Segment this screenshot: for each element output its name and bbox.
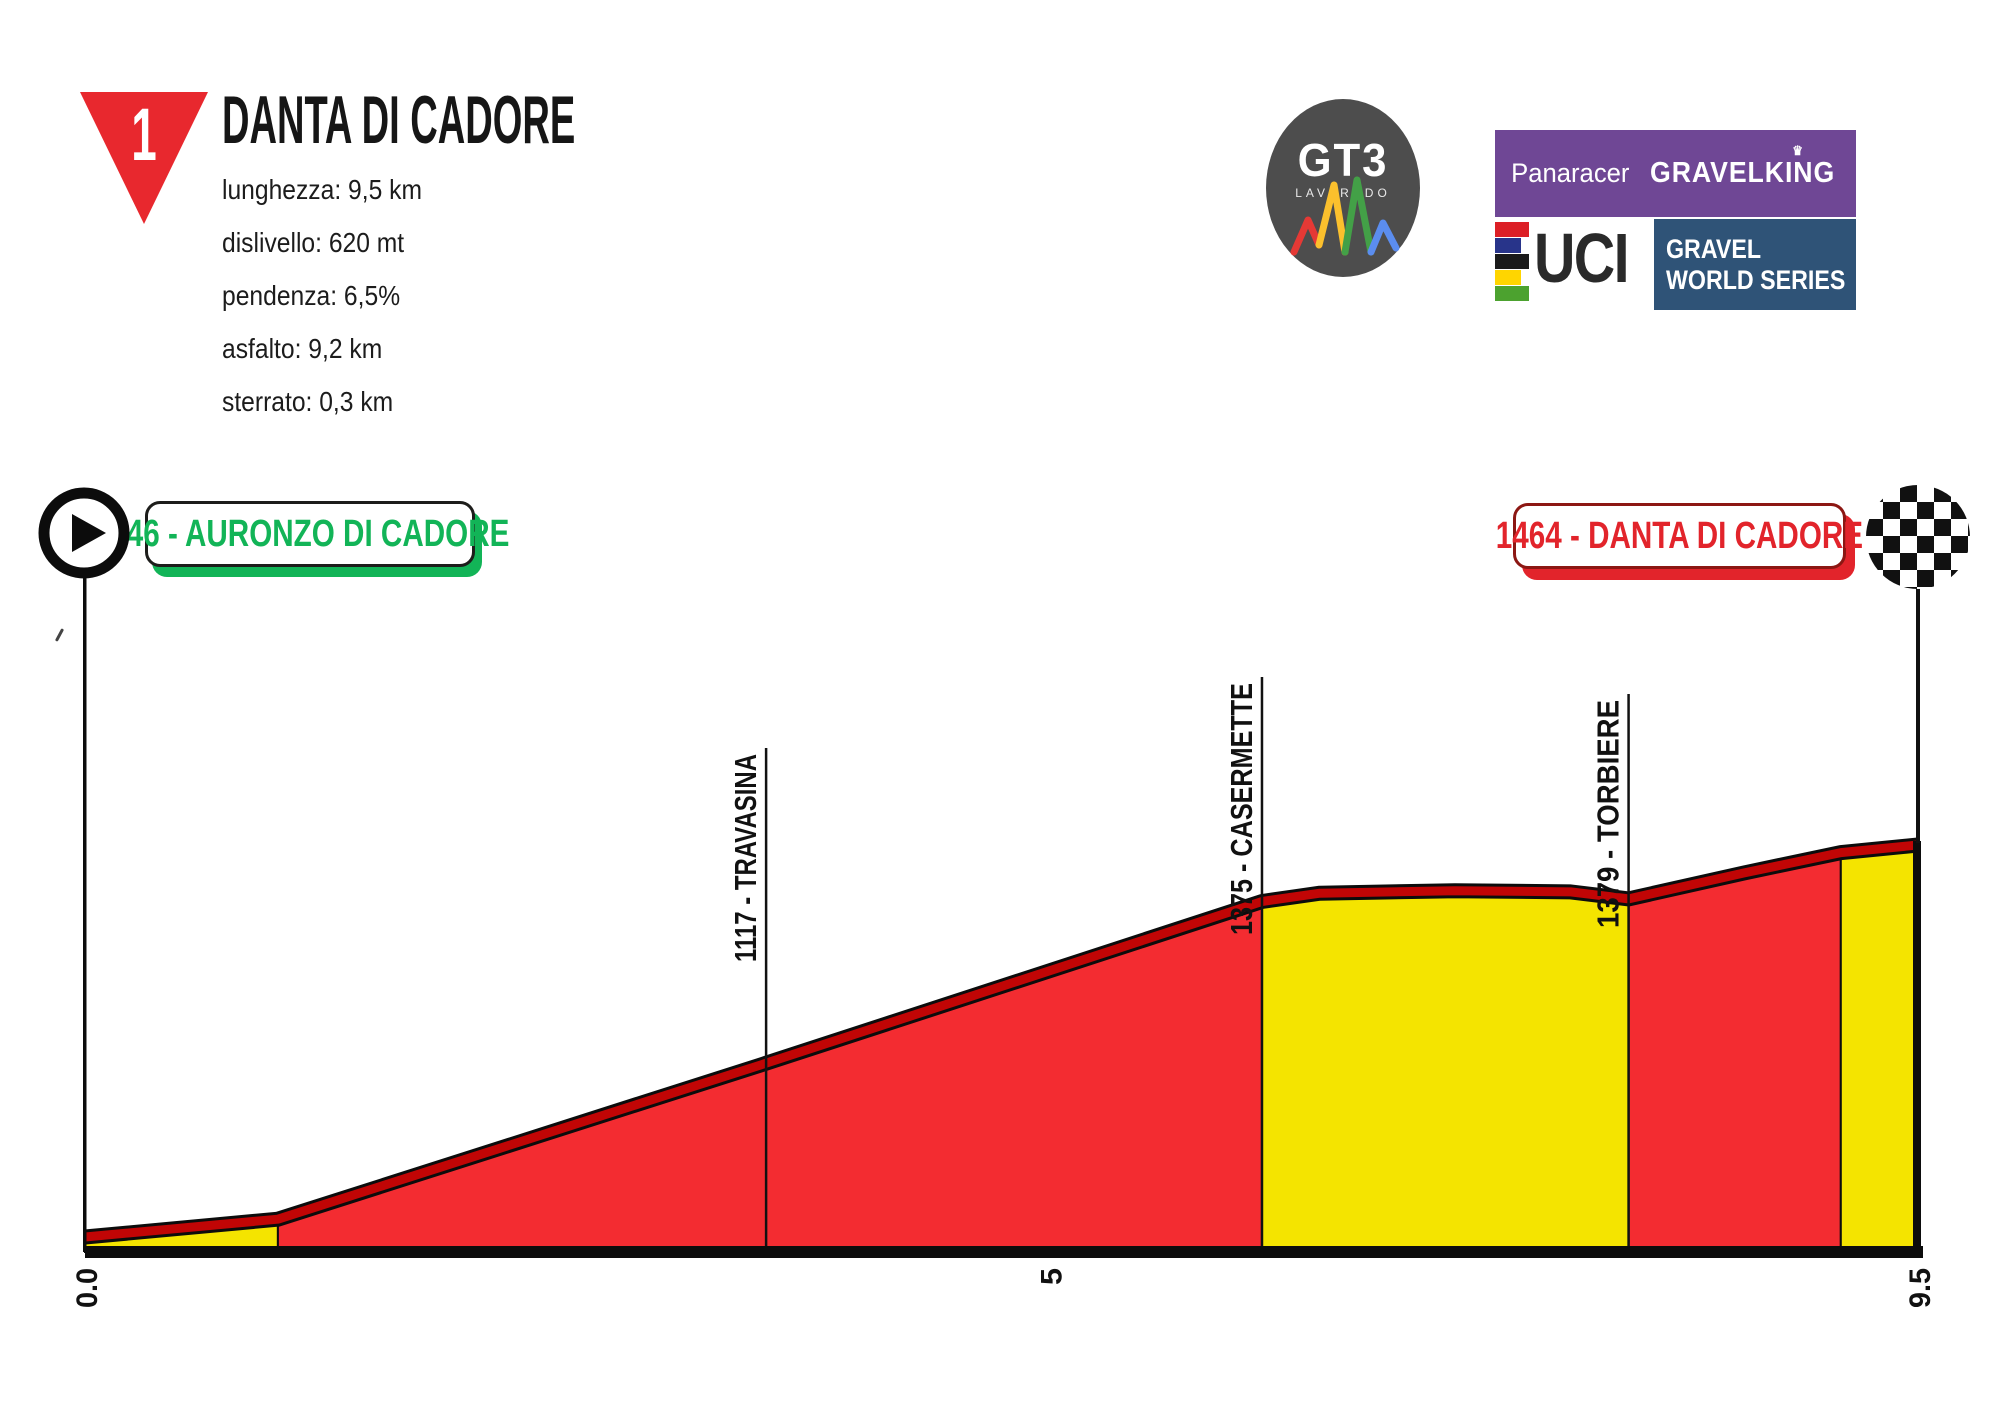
surface-segment-yellow [1261,889,1630,1253]
waypoint-marker-lines [764,677,1630,1246]
finish-location-label: 1464 - DANTA DI CADORE [1496,503,1863,569]
start-marker [38,487,130,579]
panaracer-gravelking-logo: Panaracer GRAVELKING ♛ [1495,130,1856,217]
stat-sterrato: sterrato: 0,3 km [222,386,394,417]
play-icon [72,514,106,552]
start-location-text: 846 - AURONZO DI CADORE [110,513,510,555]
waypoint-label: 1375 - CASERMETTE [1224,683,1259,935]
x-tick-label: 0.0 [71,1268,104,1308]
finish-location-text: 1464 - DANTA DI CADORE [1495,515,1864,557]
finish-flag-pole [1916,588,1920,843]
gt3-logo-subtitle: LAVAREDO [1295,186,1391,200]
surface-segment-red [1627,851,1842,1253]
gt3-lavaredo-logo: GT3 LAVAREDO [1266,99,1420,277]
waypoint-label: 1117 - TRAVASINA [728,754,763,962]
uci-series-line2: WORLD SERIES [1666,264,1846,295]
uci-acronym: UCI [1534,219,1630,297]
uci-rainbow-stripes-icon [1495,222,1529,303]
checkered-flag-icon [1866,485,1970,589]
x-axis-tick-labels: 0.0 5 9.5 [71,1268,1937,1308]
panaracer-brand-text: Panaracer [1510,158,1630,188]
stat-dislivello: dislivello: 620 mt [222,227,405,258]
stat-lunghezza: lunghezza: 9,5 km [222,174,422,205]
finish-marker [1866,485,1970,843]
y-axis-line [83,576,87,1252]
stat-pendenza: pendenza: 6,5% [222,280,401,311]
stat-asfalto: asfalto: 9,2 km [222,333,383,364]
profile-line [84,840,1919,1242]
waypoint-label: 1379 - TORBIERE [1591,700,1626,928]
gt3-logo-text: GT3 [1297,134,1389,186]
x-tick-label: 9.5 [1904,1268,1937,1308]
uci-gravel-world-series-badge: GRAVEL WORLD SERIES [1654,219,1856,310]
page-title: DANTA DI CADORE [222,82,576,158]
start-location-label: 846 - AURONZO DI CADORE [110,501,510,567]
chart-right-edge [1913,841,1921,1253]
crown-icon: ♛ [1792,143,1805,158]
gravelking-product-text: GRAVELKING ♛ [1650,143,1836,189]
x-tick-label: 5 [1036,1268,1069,1285]
uci-series-line1: GRAVEL [1666,233,1762,264]
gt3-mountains-icon [1290,176,1400,256]
stage-number-triangle-icon [80,92,208,224]
x-axis-baseline [85,1246,1923,1258]
surface-segment-yellow [1839,843,1919,1253]
stage-number: 1 [131,93,157,176]
waypoint-labels: 1117 - TRAVASINA 1375 - CASERMETTE 1379 - … [728,683,1625,962]
